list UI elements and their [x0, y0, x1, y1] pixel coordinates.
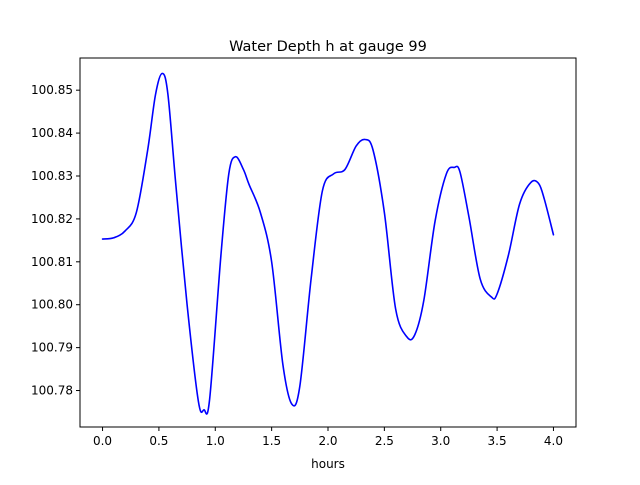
y-tick-label: 100.80: [31, 298, 73, 312]
y-tick-label: 100.78: [31, 384, 73, 398]
x-tick-label: 4.0: [544, 434, 563, 448]
x-tick-label: 0.5: [149, 434, 168, 448]
y-tick-label: 100.81: [31, 255, 73, 269]
series-line-h: [101, 72, 555, 415]
x-tick-label: 3.0: [431, 434, 450, 448]
x-axis-ticks: 0.0 0.5 1.0 1.5 2.0 2.5 3.0 3.5 4.0: [93, 427, 563, 448]
x-tick-label: 3.5: [488, 434, 507, 448]
plot-area-frame: [79, 57, 577, 428]
y-tick-label: 100.83: [31, 169, 73, 183]
x-axis-label: hours: [311, 457, 345, 471]
y-tick-label: 100.82: [31, 212, 73, 226]
x-tick-label: 2.0: [318, 434, 337, 448]
chart-title: Water Depth h at gauge 99: [229, 39, 427, 55]
x-tick-label: 0.0: [93, 434, 112, 448]
y-tick-label: 100.79: [31, 341, 73, 355]
y-axis-ticks: 100.78 100.79 100.80 100.81 100.82 100.83 100.…: [31, 83, 80, 398]
x-tick-label: 1.5: [262, 434, 281, 448]
x-tick-label: 2.5: [375, 434, 394, 448]
y-tick-label: 100.85: [31, 83, 73, 97]
x-tick-label: 1.0: [206, 434, 225, 448]
y-tick-label: 100.84: [31, 126, 73, 140]
